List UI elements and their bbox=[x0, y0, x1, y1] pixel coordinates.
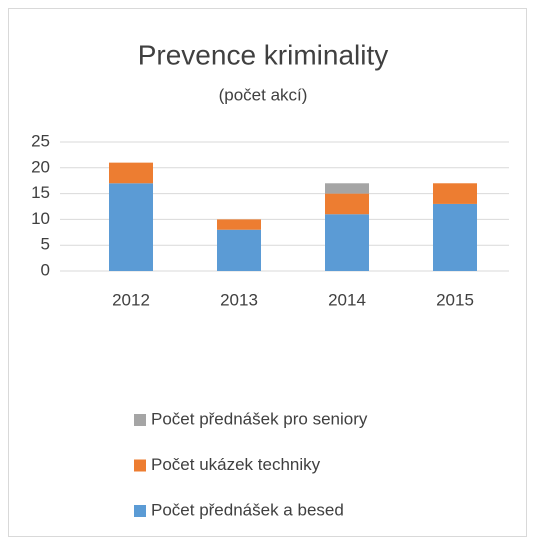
chart-frame bbox=[8, 8, 527, 537]
legend-swatch bbox=[134, 459, 146, 472]
y-tick-label: 25 bbox=[31, 131, 50, 150]
x-tick-label: 2015 bbox=[436, 290, 474, 309]
bar-segment bbox=[325, 183, 369, 194]
chart-title: Prevence kriminality bbox=[138, 39, 389, 70]
chart-subtitle: (počet akcí) bbox=[219, 85, 308, 104]
x-tick-label: 2013 bbox=[220, 290, 258, 309]
bar-segment bbox=[217, 229, 261, 271]
legend-swatch bbox=[134, 505, 146, 517]
legend-label: Počet přednášek pro seniory bbox=[151, 409, 368, 428]
y-tick-label: 0 bbox=[41, 260, 50, 279]
legend-label: Počet ukázek techniky bbox=[151, 455, 321, 474]
legend-label: Počet přednášek a besed bbox=[151, 500, 344, 519]
legend-swatch bbox=[134, 414, 146, 426]
bar-segment bbox=[325, 193, 369, 215]
y-tick-label: 10 bbox=[31, 209, 50, 228]
y-tick-label: 20 bbox=[31, 157, 50, 176]
bar-segment bbox=[433, 203, 477, 271]
y-tick-label: 5 bbox=[41, 235, 50, 254]
bar-segment bbox=[109, 162, 153, 184]
bar-segment bbox=[325, 214, 369, 271]
x-tick-label: 2012 bbox=[112, 290, 150, 309]
y-tick-label: 15 bbox=[31, 183, 50, 202]
x-tick-label: 2014 bbox=[328, 290, 366, 309]
bar-segment bbox=[217, 219, 261, 230]
bar-segment bbox=[433, 183, 477, 204]
bar-segment bbox=[109, 183, 153, 271]
